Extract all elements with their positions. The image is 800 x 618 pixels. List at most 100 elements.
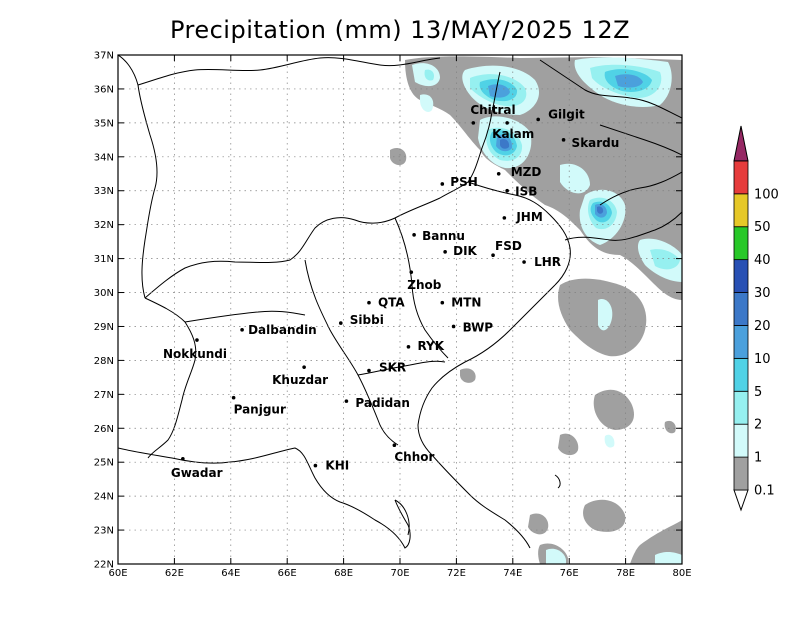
city-label: LHR bbox=[534, 255, 561, 269]
colorbar-segment bbox=[733, 423, 749, 458]
city-label: RYK bbox=[417, 339, 444, 353]
colorbar-level-label: 2 bbox=[754, 418, 762, 433]
city-label: QTA bbox=[378, 296, 405, 310]
city-label: Bannu bbox=[422, 229, 465, 243]
lat-tick-label: 32N bbox=[94, 220, 114, 231]
latitude-axis: 22N 23N 24N 25N 26N 27N 28N 29N 30N 31N 32N 33N 34N 3… bbox=[94, 51, 682, 571]
city-label: KHI bbox=[325, 459, 349, 473]
lat-tick-label: 37N bbox=[94, 51, 114, 62]
city-dot bbox=[338, 321, 343, 325]
city-label: MTN bbox=[451, 296, 481, 310]
city-dot bbox=[409, 270, 414, 274]
colorbar-level-label: 0.1 bbox=[754, 484, 775, 499]
city-label: PSH bbox=[450, 175, 477, 189]
lon-tick-label: 64E bbox=[221, 568, 240, 579]
colorbar-segment bbox=[733, 325, 749, 359]
lat-tick-label: 35N bbox=[94, 118, 114, 129]
city-label: Sibbi bbox=[350, 313, 384, 327]
city-label: MZD bbox=[511, 165, 542, 179]
lon-tick-label: 60E bbox=[108, 568, 127, 579]
colorbar-level-label: 20 bbox=[754, 319, 771, 334]
colorbar-segment bbox=[733, 357, 749, 392]
city-dot bbox=[502, 216, 507, 220]
city-dot bbox=[491, 253, 495, 258]
lon-tick-label: 80E bbox=[672, 568, 691, 579]
precipitation-shading bbox=[390, 56, 682, 564]
longitude-axis: 60E 62E 64E 66E 68E 70E 72E 74E 76E 78E 80E bbox=[108, 55, 692, 579]
lon-tick-label: 62E bbox=[165, 568, 184, 579]
city-dot bbox=[392, 443, 397, 448]
city-label: Chhor bbox=[394, 450, 434, 464]
lat-tick-label: 27N bbox=[94, 390, 114, 401]
lat-tick-label: 30N bbox=[94, 288, 114, 299]
city-dot bbox=[561, 138, 566, 142]
city-dot bbox=[451, 324, 456, 329]
city-label: SKR bbox=[379, 361, 406, 375]
colorbar-segment bbox=[733, 160, 749, 195]
city-dot bbox=[344, 399, 349, 403]
city-dot bbox=[367, 300, 371, 305]
lon-tick-label: 68E bbox=[334, 568, 353, 579]
colorbar-under-triangle bbox=[733, 489, 749, 512]
city-label: Panjgur bbox=[234, 403, 286, 417]
colorbar-over-triangle bbox=[733, 125, 749, 162]
city-markers: Chitral Gilgit Kalam Skardu MZD PSH ISB JHM Bann… bbox=[163, 103, 619, 480]
city-dot bbox=[412, 233, 416, 237]
lat-tick-label: 36N bbox=[94, 84, 114, 95]
city-dot bbox=[240, 328, 244, 332]
city-dot bbox=[181, 457, 185, 461]
city-dot bbox=[443, 250, 447, 254]
lat-tick-label: 29N bbox=[94, 322, 114, 333]
city-dot bbox=[471, 121, 476, 125]
city-dot bbox=[440, 182, 445, 186]
colorbar-level-label: 10 bbox=[754, 352, 771, 367]
colorbar-segment bbox=[733, 193, 749, 228]
city-label: ISB bbox=[515, 185, 537, 199]
colorbar-segment bbox=[733, 226, 749, 261]
lon-tick-label: 74E bbox=[503, 568, 522, 579]
city-label: Kalam bbox=[492, 127, 534, 141]
city-label: DIK bbox=[453, 244, 477, 258]
colorbar-level-label: 1 bbox=[754, 451, 762, 466]
city-dot bbox=[505, 121, 509, 125]
colorbar-level-label: 40 bbox=[754, 253, 771, 268]
city-dot bbox=[231, 395, 236, 400]
lat-tick-label: 23N bbox=[94, 526, 114, 537]
city-label: Gilgit bbox=[548, 107, 585, 121]
lon-tick-label: 76E bbox=[560, 568, 579, 579]
city-label: Gwadar bbox=[171, 466, 223, 480]
city-label: Padidan bbox=[355, 396, 410, 410]
lon-tick-label: 66E bbox=[278, 568, 297, 579]
colorbar-segment bbox=[733, 390, 749, 425]
lat-tick-label: 31N bbox=[94, 254, 114, 265]
city-label: Nokkundi bbox=[163, 347, 227, 361]
colorbar-segment bbox=[733, 259, 749, 293]
city-label: Khuzdar bbox=[272, 373, 328, 387]
colorbar-level-label: 50 bbox=[754, 220, 771, 235]
political-boundaries bbox=[118, 55, 682, 549]
map-title: Precipitation (mm) 13/MAY/2025 12Z bbox=[169, 16, 631, 44]
lat-tick-label: 22N bbox=[94, 560, 114, 571]
lon-tick-label: 78E bbox=[616, 568, 635, 579]
lat-tick-label: 25N bbox=[94, 458, 114, 469]
colorbar-level-label: 100 bbox=[754, 187, 779, 202]
colorbar-level-label: 30 bbox=[754, 286, 771, 301]
colorbar-level-label: 5 bbox=[754, 385, 762, 400]
city-dot bbox=[367, 368, 371, 373]
colorbar-legend: 0.1 1 2 5 10 20 30 40 50 100 bbox=[733, 125, 779, 512]
city-dot bbox=[440, 300, 445, 305]
city-dot bbox=[536, 117, 540, 122]
city-dot bbox=[195, 338, 199, 342]
city-dot bbox=[505, 188, 509, 193]
lat-tick-label: 28N bbox=[94, 356, 114, 367]
city-dot bbox=[313, 463, 318, 468]
city-dot bbox=[302, 365, 306, 369]
city-label: Chitral bbox=[470, 103, 515, 117]
lat-tick-label: 24N bbox=[94, 492, 114, 503]
city-label: Skardu bbox=[572, 136, 620, 150]
city-dot bbox=[406, 345, 411, 349]
lat-tick-label: 34N bbox=[94, 152, 114, 163]
city-label: FSD bbox=[495, 239, 522, 253]
city-dot bbox=[522, 260, 526, 264]
